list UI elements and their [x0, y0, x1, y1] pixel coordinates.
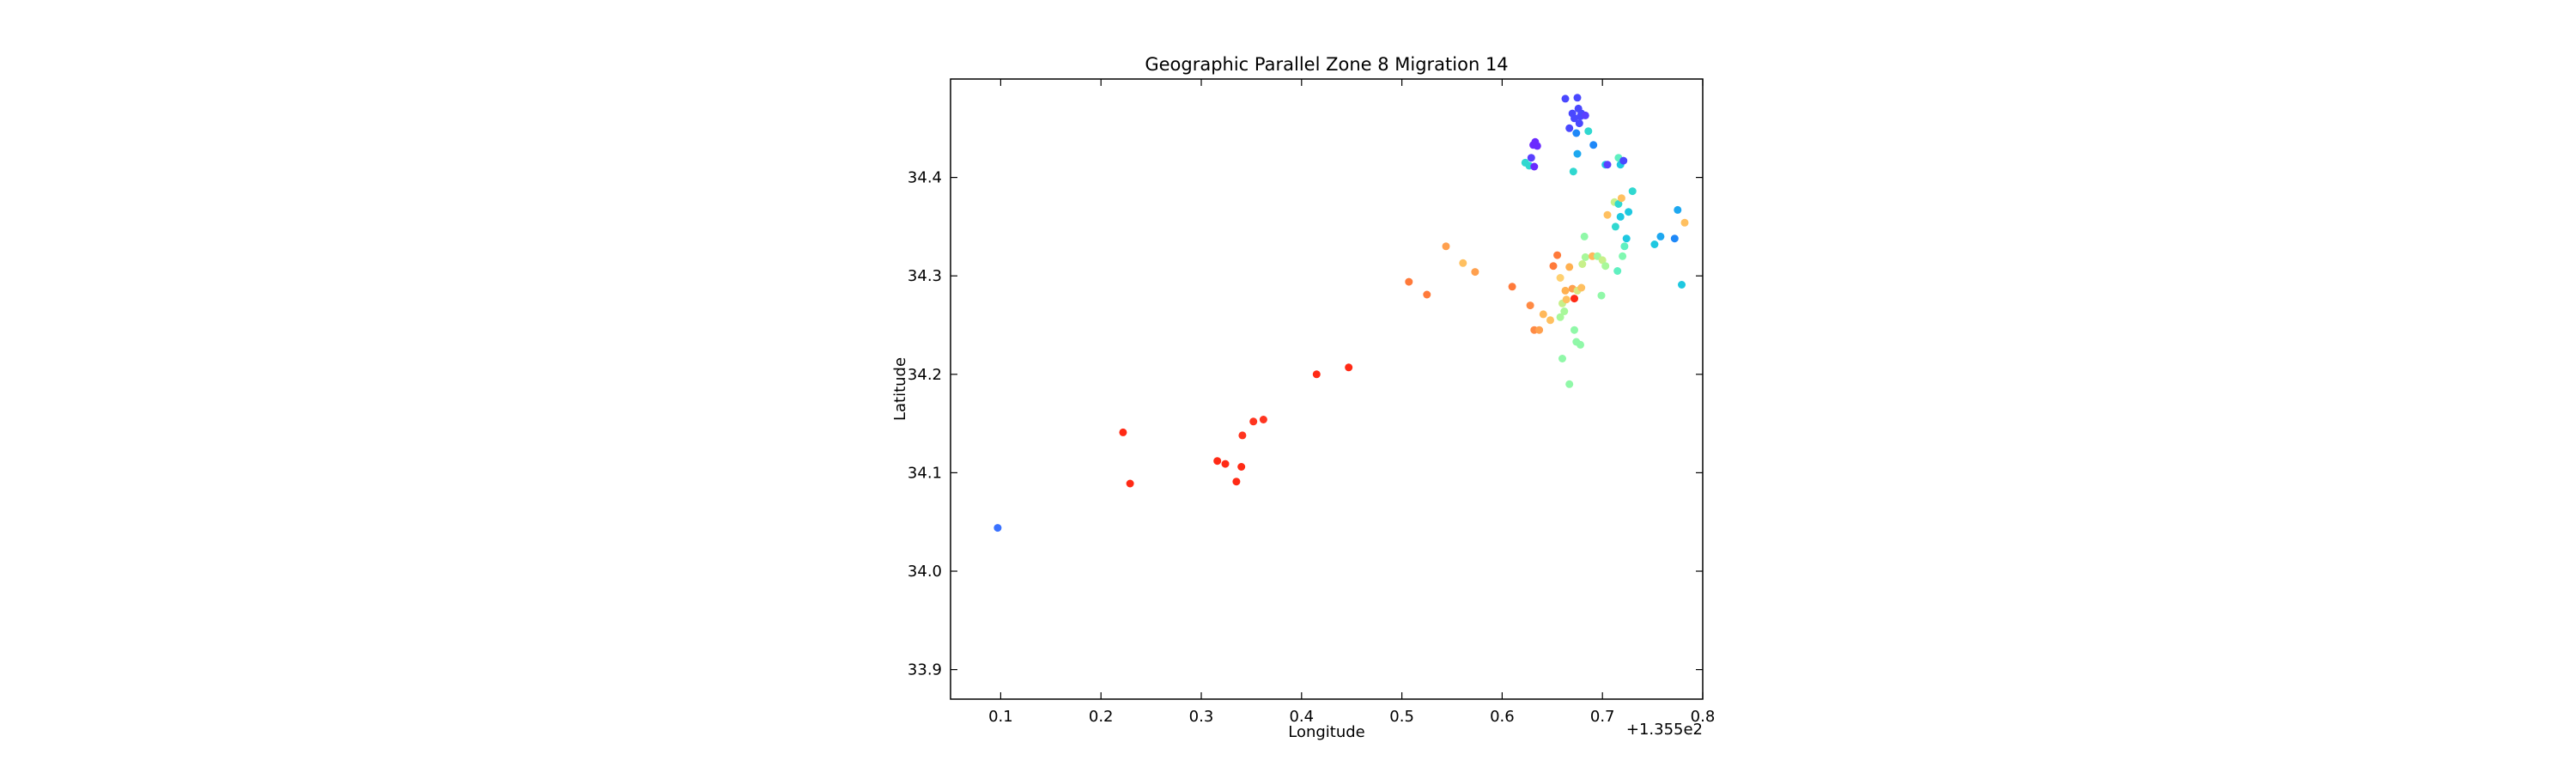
x-tick-label-2: 0.3	[1189, 708, 1214, 726]
y-tick-label-0: 33.9	[908, 661, 942, 679]
data-point-77	[1571, 114, 1578, 123]
data-point-28	[1556, 313, 1564, 321]
data-point-64	[1674, 205, 1682, 214]
x-tick-label-4: 0.5	[1389, 708, 1414, 726]
data-point-30	[1562, 295, 1571, 304]
data-point-21	[1539, 310, 1547, 319]
x-tick-label-7: 0.8	[1691, 708, 1716, 726]
data-point-82	[1572, 129, 1581, 137]
data-point-73	[1530, 162, 1539, 171]
x-tick-label-0: 0.1	[988, 708, 1013, 726]
data-point-2	[1126, 479, 1134, 488]
data-point-25	[1556, 274, 1564, 282]
data-point-38	[1558, 355, 1566, 362]
x-tick-label-3: 0.4	[1289, 708, 1314, 726]
data-point-22	[1546, 316, 1554, 325]
data-point-69	[1527, 154, 1535, 162]
y-tick-label-1: 34.0	[908, 563, 942, 581]
data-point-60	[1617, 194, 1625, 203]
x-axis-ticks: 0.1 0.2 0.3 0.4 0.5 0.6 0.7 0.8	[988, 79, 1715, 726]
data-point-46	[1597, 291, 1606, 300]
data-point-37	[1581, 253, 1589, 261]
y-tick-label-4: 34.3	[908, 267, 942, 285]
data-point-57	[1622, 234, 1631, 243]
data-point-56	[1620, 242, 1629, 251]
data-point-42	[1577, 340, 1584, 349]
data-point-54	[1616, 212, 1625, 221]
data-point-86	[1589, 141, 1598, 149]
data-point-48	[1601, 262, 1610, 271]
y-axis-ticks: 33.9 34.0 34.1 34.2 34.3 34.4	[908, 169, 1703, 679]
data-point-63	[1670, 234, 1679, 243]
x-tick-label-5: 0.6	[1490, 708, 1515, 726]
data-point-12	[1405, 277, 1413, 286]
data-point-84	[1581, 111, 1589, 119]
data-point-1	[1119, 428, 1127, 436]
x-tick-label-6: 0.7	[1590, 708, 1615, 726]
x-axis-label: Longitude	[1288, 723, 1365, 741]
data-point-14	[1442, 242, 1450, 251]
data-point-88	[1569, 167, 1577, 176]
y-tick-label-2: 34.1	[908, 464, 942, 482]
data-point-74	[1561, 94, 1570, 103]
data-point-65	[1678, 281, 1686, 289]
data-point-4	[1221, 460, 1230, 468]
data-point-10	[1312, 370, 1321, 379]
data-point-15	[1459, 259, 1467, 267]
data-point-39	[1565, 380, 1574, 388]
data-point-87	[1573, 149, 1582, 158]
data-point-78	[1573, 94, 1582, 102]
data-point-20	[1535, 326, 1544, 334]
plot-frame	[950, 78, 1704, 700]
data-point-23	[1549, 262, 1558, 271]
data-point-43	[1580, 232, 1589, 240]
data-point-0	[993, 524, 1002, 533]
y-tick-label-5: 34.4	[908, 169, 942, 187]
data-point-35	[1577, 283, 1586, 292]
data-point-62	[1656, 232, 1665, 240]
data-point-5	[1232, 478, 1241, 486]
data-point-85	[1584, 127, 1593, 136]
data-point-7	[1238, 431, 1247, 440]
data-point-52	[1613, 267, 1622, 275]
data-point-6	[1237, 463, 1246, 471]
data-point-66	[1680, 218, 1689, 227]
data-point-9	[1259, 416, 1267, 423]
data-point-47	[1598, 256, 1607, 265]
data-point-36	[1578, 260, 1587, 268]
data-point-18	[1526, 301, 1534, 310]
y-tick-label-3: 34.2	[908, 366, 942, 384]
x-axis-offset-label: +1.355e2	[1626, 721, 1703, 739]
data-point-8	[1249, 417, 1258, 426]
data-point-31	[1565, 263, 1574, 271]
data-point-33	[1571, 295, 1578, 303]
data-point-40	[1571, 326, 1578, 334]
x-tick-label-1: 0.2	[1089, 708, 1114, 726]
data-point-24	[1553, 251, 1562, 259]
data-point-72	[1533, 142, 1541, 150]
data-point-16	[1471, 268, 1479, 277]
y-axis-label: Latitude	[891, 357, 909, 421]
data-point-27	[1560, 307, 1569, 315]
data-point-93	[1619, 156, 1628, 165]
data-point-53	[1614, 200, 1623, 208]
plot-area	[993, 94, 1689, 533]
data-point-59	[1628, 187, 1637, 196]
data-point-49	[1603, 210, 1612, 219]
data-point-80	[1575, 119, 1583, 128]
data-point-75	[1565, 124, 1574, 132]
data-point-29	[1561, 286, 1570, 295]
data-point-13	[1423, 290, 1431, 299]
data-point-51	[1611, 222, 1619, 231]
data-point-3	[1213, 457, 1222, 466]
data-point-90	[1603, 161, 1612, 169]
data-point-17	[1508, 283, 1516, 291]
data-point-11	[1345, 363, 1353, 372]
data-point-58	[1625, 208, 1633, 216]
data-point-55	[1619, 252, 1627, 260]
chart-title: Geographic Parallel Zone 8 Migration 14	[1145, 54, 1508, 75]
data-point-61	[1650, 240, 1659, 248]
